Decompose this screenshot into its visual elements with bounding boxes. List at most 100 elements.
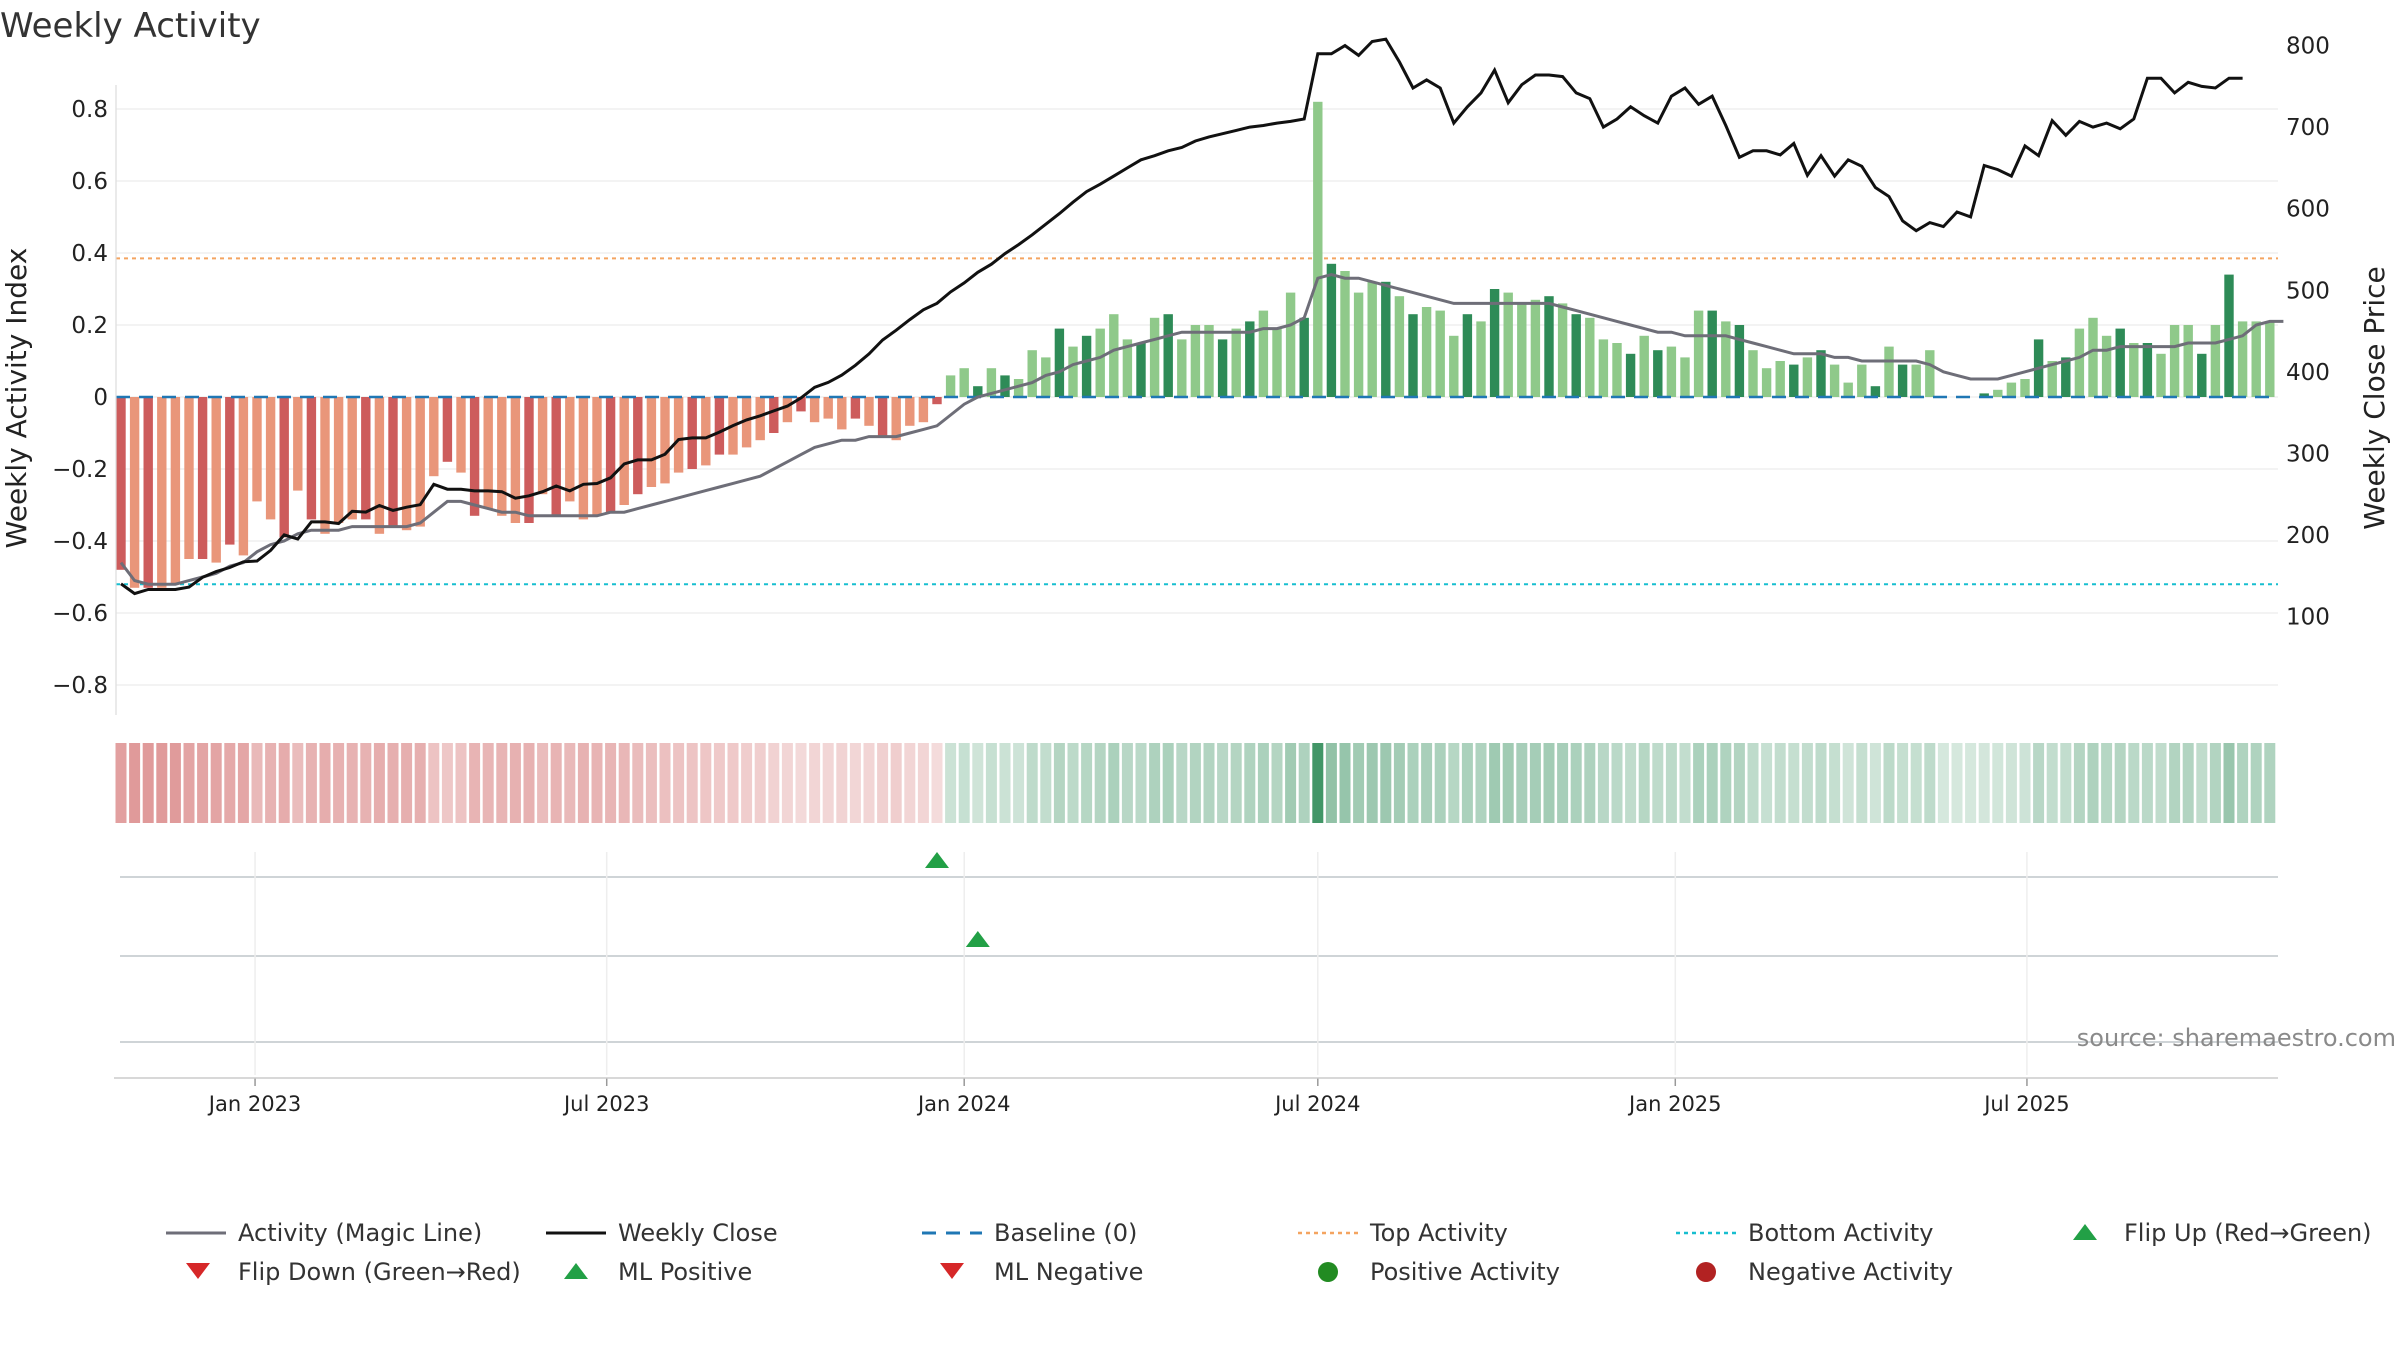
heat-strip-cell xyxy=(577,743,589,823)
activity-bar xyxy=(1734,325,1745,397)
y-left-tick-label: 0.2 xyxy=(71,313,108,339)
heat-strip-cell xyxy=(1230,743,1242,823)
activity-bar xyxy=(1544,296,1554,397)
y-right-tick-label: 300 xyxy=(2286,441,2330,467)
y-left-tick-label: 0.6 xyxy=(71,169,108,195)
activity-bar xyxy=(1068,346,1078,397)
x-tick-label: Jan 2023 xyxy=(207,1092,302,1116)
heat-strip-cell xyxy=(441,743,453,823)
heat-strip-cell xyxy=(1108,743,1120,823)
activity-bar xyxy=(891,397,901,441)
legend-flip-up-label: Flip Up (Red→Green) xyxy=(2124,1219,2372,1247)
heat-strip-cell xyxy=(1992,743,2004,823)
activity-bar xyxy=(483,397,493,509)
activity-bar xyxy=(1462,314,1473,397)
activity-bar xyxy=(1707,310,1717,397)
activity-bar xyxy=(2237,321,2248,397)
heat-strip-cell xyxy=(2155,743,2167,823)
activity-bar xyxy=(1680,357,1690,397)
activity-bar xyxy=(1993,389,2003,397)
activity-bar xyxy=(2061,357,2071,397)
activity-bar xyxy=(279,397,289,538)
legend-positive-activity-label: Positive Activity xyxy=(1370,1258,1560,1286)
activity-bar xyxy=(252,397,262,502)
activity-bar xyxy=(1326,263,1337,397)
activity-bar xyxy=(2224,274,2234,397)
activity-bar xyxy=(823,397,833,419)
activity-bar xyxy=(2197,353,2207,397)
activity-bar xyxy=(2047,361,2057,397)
heat-strip-cell xyxy=(292,743,304,823)
y-right-tick-label: 700 xyxy=(2286,115,2330,141)
heat-strip-cell xyxy=(1611,743,1623,823)
activity-bar xyxy=(238,397,249,556)
activity-bar xyxy=(1829,364,1840,397)
heat-strip-cell xyxy=(904,743,916,823)
heat-strip-cell xyxy=(1149,743,1161,823)
activity-bar xyxy=(1299,317,1309,397)
heat-strip-cell xyxy=(224,743,236,823)
activity-bar xyxy=(1693,310,1704,397)
heat-strip-cell xyxy=(156,743,168,823)
activity-bar xyxy=(769,397,779,433)
activity-bar xyxy=(361,397,371,520)
heat-strip-cell xyxy=(1883,743,1895,823)
activity-bar xyxy=(2101,335,2112,397)
activity-bar xyxy=(945,375,956,397)
legend-bottom-activity-label: Bottom Activity xyxy=(1748,1219,1933,1247)
heat-strip-cell xyxy=(1951,743,1963,823)
heat-strip-cell xyxy=(1625,743,1637,823)
heat-strip-cell xyxy=(1801,743,1813,823)
heat-strip-cell xyxy=(1407,743,1419,823)
heat-strip-cell xyxy=(2196,743,2208,823)
activity-bar xyxy=(1925,350,1935,397)
x-tick-label: Jan 2024 xyxy=(916,1092,1011,1116)
heat-strip-cell xyxy=(142,743,154,823)
heat-strip-cell xyxy=(414,743,426,823)
heat-strip-cell xyxy=(387,743,399,823)
heat-strip-cell xyxy=(931,743,943,823)
activity-bar xyxy=(1557,303,1568,397)
activity-bar xyxy=(143,397,153,588)
heat-strip-cell xyxy=(591,743,603,823)
legend-magic-line-label: Activity (Magic Line) xyxy=(238,1219,482,1247)
activity-bar xyxy=(1789,364,1799,397)
heat-strip-cell xyxy=(1489,743,1501,823)
heat-strip-cell xyxy=(2209,743,2221,823)
activity-bar xyxy=(1394,296,1405,397)
heat-strip-cell xyxy=(455,743,467,823)
flip-up-marker xyxy=(925,852,949,868)
ml-positive-marker xyxy=(965,931,990,947)
heat-strip-cell xyxy=(1516,743,1528,823)
activity-bar xyxy=(633,397,643,495)
heat-strip-cell xyxy=(809,743,821,823)
heat-strip-cell xyxy=(768,743,780,823)
legend-weekly-close-label: Weekly Close xyxy=(618,1219,778,1247)
heat-strip-cell xyxy=(1366,743,1378,823)
activity-bar xyxy=(1598,339,1609,397)
y-left-tick-label: −0.2 xyxy=(52,457,108,483)
heat-strip-cell xyxy=(1448,743,1460,823)
activity-bar xyxy=(2142,343,2153,397)
heat-strip-cell xyxy=(2169,743,2181,823)
activity-bar xyxy=(551,397,561,516)
heat-strip-cell xyxy=(115,743,127,823)
x-tick-label: Jul 2025 xyxy=(1982,1092,2069,1116)
heat-strip-cell xyxy=(1665,743,1677,823)
heat-strip-cell xyxy=(2101,743,2113,823)
heat-strip-cell xyxy=(1189,743,1201,823)
heat-strip-cell xyxy=(686,743,698,823)
activity-bar xyxy=(306,397,317,520)
heat-strip-cell xyxy=(795,743,807,823)
series-lines xyxy=(116,37,2284,596)
heat-strip-cell xyxy=(319,743,331,823)
heat-strip-cell xyxy=(564,743,576,823)
heat-strip-cell xyxy=(550,743,562,823)
heat-strip-cell xyxy=(1869,743,1881,823)
y-left-tick-label: 0.4 xyxy=(71,241,108,267)
activity-bar xyxy=(1381,281,1391,397)
heat-strip-cell xyxy=(2264,743,2276,823)
activity-bar xyxy=(905,397,915,426)
activity-bar xyxy=(1027,350,1037,397)
